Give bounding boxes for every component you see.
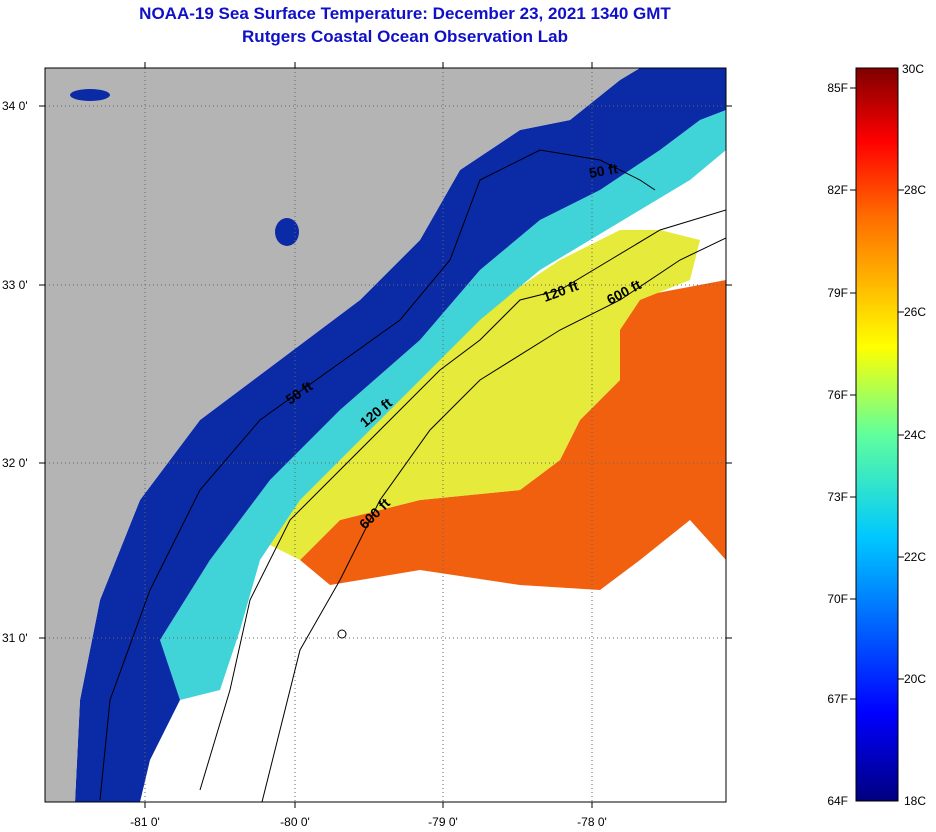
colorbar-ticks [850,87,904,700]
sst-cool-zone [160,110,726,700]
colorbar-f-label: 79F [827,286,848,300]
isobaths [99,149,726,802]
colorbar-f-label: 70F [827,592,848,606]
lon-label: -80 0' [280,815,310,829]
lat-label: 31 0' [2,631,28,645]
contour-label-50ft: 50 ft [588,160,619,181]
colorbar-f-label: 64F [827,794,848,808]
sst-cold-zone [75,68,726,802]
sst-mid-zone [260,230,700,560]
contour-50ft [99,149,656,801]
colorbar [855,67,899,802]
colorbar-c-label: 20C [904,672,926,686]
colorbar-f-label: 82F [827,183,848,197]
sst-warm-zone [300,280,726,590]
colorbar-c-label: 30C [902,62,924,76]
map-frame [44,67,727,803]
colorbar-f-label: 73F [827,490,848,504]
colorbar-c-label: 22C [904,550,926,564]
lat-label: 34 0' [2,99,28,113]
colorbar-c-label: 18C [904,794,926,808]
colorbar-c-label: 26C [904,305,926,319]
lat-label: 32 0' [2,456,28,470]
axis-ticks [39,62,732,808]
colorbar-f-label: 76F [827,388,848,402]
colorbar-f-label: 67F [827,692,848,706]
contour-120ft [199,209,726,791]
map-subtitle: Rutgers Coastal Ocean Observation Lab [242,27,568,46]
map-panel: 50 ft 120 ft 600 ft 50 ft 120 ft 600 ft [45,68,726,802]
lon-label: -81 0' [130,815,160,829]
station-marker [337,629,347,639]
colorbar-f-label: 85F [827,81,848,95]
lon-label: -78 0' [577,815,607,829]
map-title: NOAA-19 Sea Surface Temperature: Decembe… [139,4,671,23]
graticule [45,68,726,802]
lat-label: 33 0' [2,278,28,292]
lake [275,218,299,246]
contour-600ft [261,237,726,802]
lon-label: -79 0' [428,815,458,829]
land [45,68,640,802]
colorbar-c-label: 28C [904,183,926,197]
lake [70,89,110,101]
colorbar-c-label: 24C [904,428,926,442]
